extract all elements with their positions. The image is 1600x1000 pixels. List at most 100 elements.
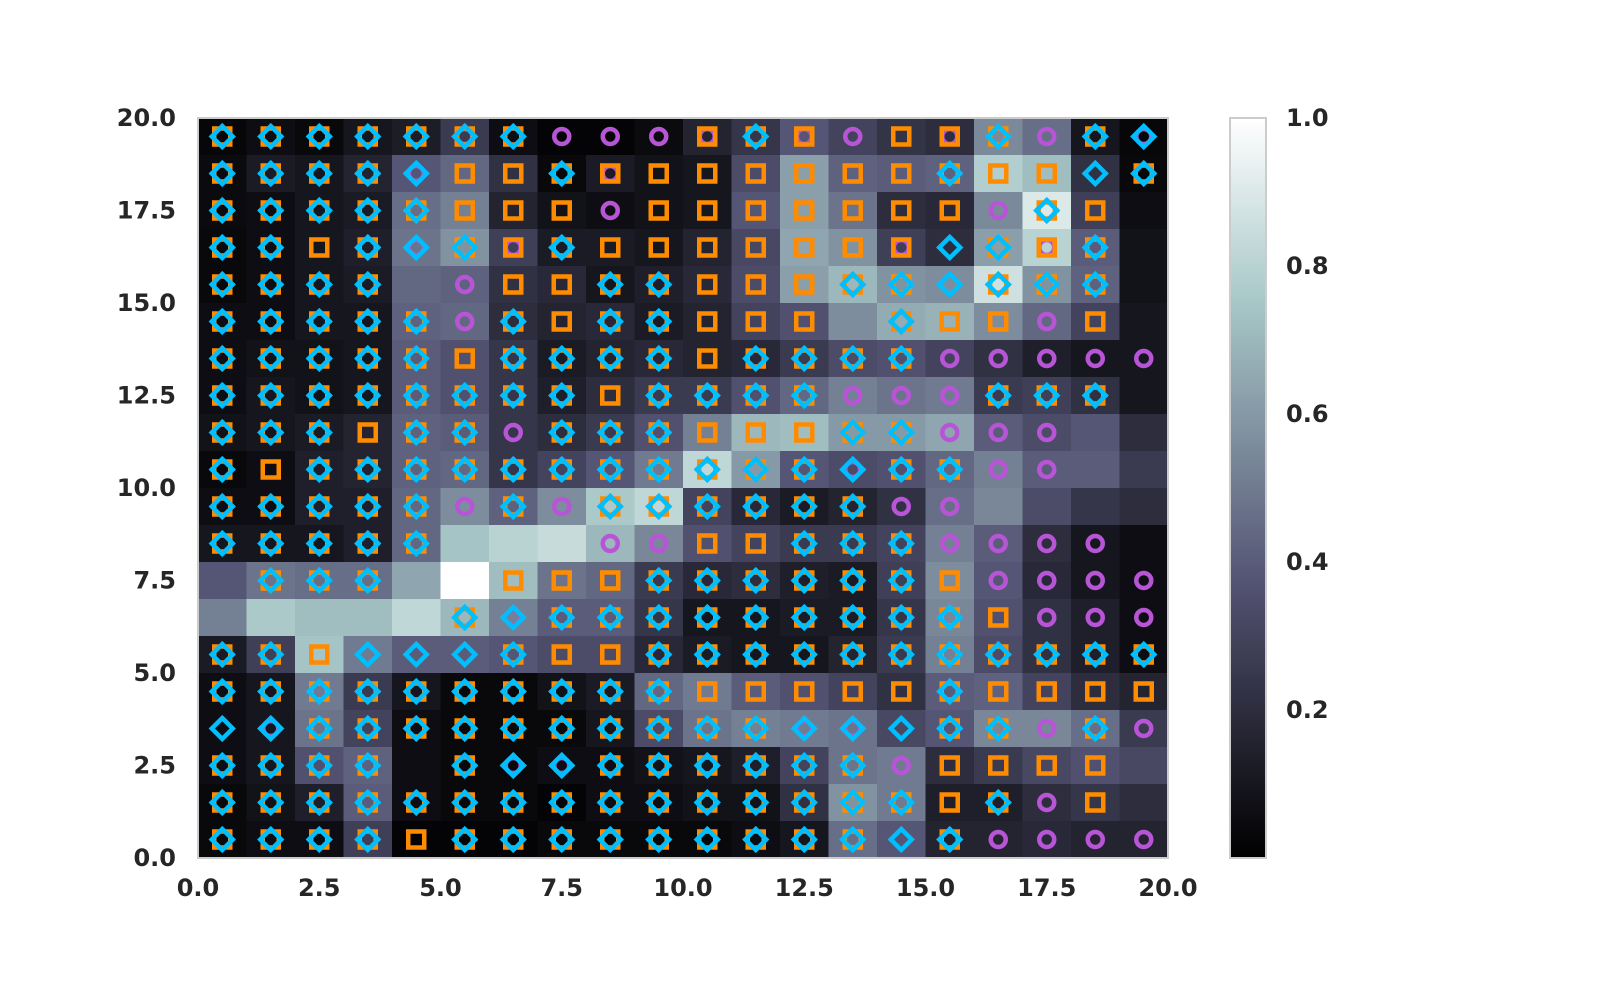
heatmap-cell — [731, 525, 781, 563]
marker-diamond — [208, 307, 236, 336]
marker-diamond — [305, 677, 333, 706]
heatmap-cell — [683, 155, 732, 193]
marker-square — [794, 681, 815, 702]
heatmap-cell — [537, 488, 587, 526]
marker-square — [697, 200, 718, 221]
heatmap-cell — [925, 118, 975, 156]
marker-square — [891, 681, 912, 702]
marker-diamond — [451, 677, 479, 706]
marker-diamond — [257, 418, 285, 447]
marker-diamond — [693, 603, 721, 632]
marker-square — [939, 311, 960, 332]
x-tick-label: 20.0 — [1138, 874, 1197, 902]
marker-circle — [1037, 348, 1057, 369]
marker-diamond — [645, 381, 673, 410]
marker-diamond — [499, 788, 527, 817]
marker-square — [1036, 237, 1057, 258]
marker-circle — [988, 200, 1008, 221]
marker-diamond — [936, 159, 964, 188]
marker-square — [939, 755, 960, 776]
marker-square — [1085, 681, 1106, 702]
marker-diamond — [208, 751, 236, 780]
marker-diamond — [887, 270, 915, 299]
marker-diamond — [208, 788, 236, 817]
marker-circle — [988, 348, 1008, 369]
marker-square — [794, 422, 815, 443]
marker-diamond — [887, 603, 915, 632]
marker-diamond — [742, 751, 770, 780]
marker-diamond — [451, 751, 479, 780]
heatmap-cell — [1022, 784, 1072, 822]
marker-diamond — [839, 714, 867, 743]
heatmap-cell — [780, 414, 829, 452]
y-tick-label: 7.5 — [133, 567, 176, 595]
marker-diamond — [451, 788, 479, 817]
marker-diamond — [305, 344, 333, 373]
heatmap-cell — [828, 192, 878, 230]
marker-diamond — [354, 677, 382, 706]
marker-diamond — [936, 603, 964, 632]
y-tick-label: 15.0 — [117, 289, 176, 317]
marker-circle — [1134, 348, 1154, 369]
marker-square — [600, 163, 621, 184]
marker-circle — [940, 385, 960, 406]
heatmap-cell — [392, 266, 441, 304]
marker-diamond — [257, 714, 285, 743]
marker-square — [745, 422, 766, 443]
marker-circle — [649, 126, 669, 147]
marker-circle — [503, 422, 523, 443]
marker-diamond — [645, 566, 673, 595]
marker-diamond — [402, 122, 430, 151]
marker-diamond — [887, 418, 915, 447]
heatmap-cell — [974, 599, 1023, 637]
heatmap-cell — [925, 784, 975, 822]
heatmap-cell — [683, 192, 732, 230]
marker-diamond — [354, 640, 382, 669]
marker-square — [503, 570, 524, 591]
colorbar-tick-label: 0.2 — [1286, 696, 1329, 724]
heatmap-cell — [440, 266, 490, 304]
marker-diamond — [1081, 270, 1109, 299]
heatmap-cell — [877, 488, 926, 526]
marker-circle — [1085, 570, 1105, 591]
marker-square — [745, 533, 766, 554]
heatmap-cell — [1071, 303, 1120, 341]
heatmap-cell — [440, 155, 490, 193]
marker-square — [697, 681, 718, 702]
heatmap-cell — [780, 229, 829, 267]
heatmap-cell — [1022, 562, 1072, 600]
marker-diamond — [790, 788, 818, 817]
heatmap-cell — [731, 673, 781, 711]
marker-diamond — [548, 825, 576, 854]
marker-square — [794, 311, 815, 332]
heatmap-cell — [1022, 303, 1072, 341]
plot-frame — [197, 117, 1169, 859]
marker-circle — [1037, 533, 1057, 554]
heatmap-cell — [780, 303, 829, 341]
heatmap-cell — [392, 599, 441, 637]
marker-circle — [649, 533, 669, 554]
marker-diamond — [354, 344, 382, 373]
heatmap-cell — [974, 488, 1023, 526]
marker-diamond — [742, 344, 770, 373]
x-tick-label: 7.5 — [540, 874, 583, 902]
marker-diamond — [887, 566, 915, 595]
heatmap-cell — [683, 303, 732, 341]
marker-diamond — [354, 714, 382, 743]
heatmap-cell — [731, 303, 781, 341]
marker-diamond — [887, 714, 915, 743]
marker-diamond — [1033, 640, 1061, 669]
marker-diamond — [1033, 196, 1061, 225]
marker-diamond — [499, 640, 527, 669]
heatmap-cell — [1071, 747, 1120, 785]
marker-diamond — [257, 677, 285, 706]
heatmap-cell — [1071, 488, 1120, 526]
marker-square — [260, 459, 281, 480]
marker-diamond — [257, 307, 285, 336]
marker-circle — [552, 126, 572, 147]
marker-diamond — [1081, 233, 1109, 262]
marker-diamond — [839, 455, 867, 484]
marker-diamond — [693, 455, 721, 484]
marker-square — [648, 200, 669, 221]
marker-diamond — [742, 381, 770, 410]
